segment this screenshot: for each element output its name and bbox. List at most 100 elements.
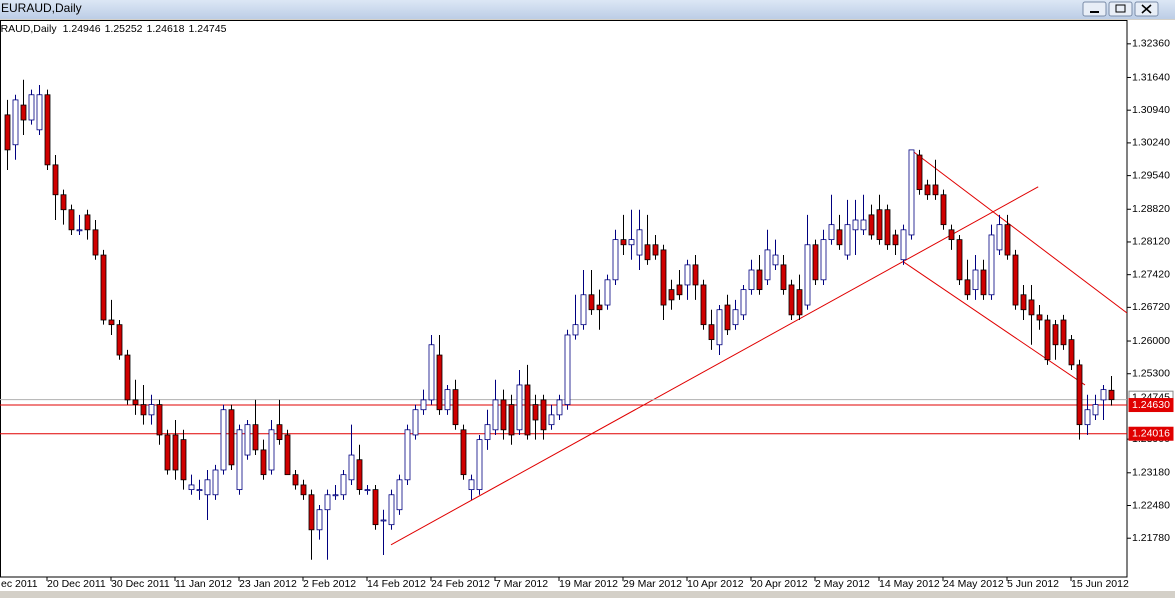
- candle-body: [668, 289, 675, 301]
- candle-body: [388, 494, 395, 526]
- candle-body: [204, 479, 211, 496]
- minimize-button[interactable]: [1082, 1, 1107, 17]
- trend-line: [902, 261, 1086, 386]
- candle-body: [12, 99, 19, 146]
- candle-body: [332, 494, 339, 497]
- x-tick-label: 24 Feb 2012: [431, 578, 490, 590]
- candle-body: [924, 184, 931, 196]
- candle-body: [1052, 324, 1059, 346]
- candle-body: [188, 484, 195, 491]
- restore-button[interactable]: [1108, 1, 1133, 17]
- candle-body: [44, 94, 51, 166]
- restore-icon: [1115, 4, 1126, 13]
- low-value: 1.24618: [147, 23, 185, 35]
- candle-body: [636, 229, 643, 256]
- chart-label: EURAUD,Daily 1.24946 1.25252 1.24618 1.24745: [0, 23, 227, 35]
- candle-body: [284, 434, 291, 476]
- x-tick-label: 5 Jun 2012: [1007, 578, 1059, 590]
- candle-body: [1076, 364, 1083, 426]
- candle-body: [412, 409, 419, 436]
- candle-body: [1028, 299, 1035, 316]
- candle-body: [164, 434, 171, 471]
- candle-body: [740, 289, 747, 316]
- y-tick-label: 1.29540: [1132, 169, 1170, 181]
- candle-body: [260, 449, 267, 476]
- candle-body: [1108, 389, 1115, 401]
- candle-body: [444, 389, 451, 411]
- candle-body: [1012, 254, 1019, 306]
- x-tick-label: 29 Mar 2012: [623, 578, 682, 590]
- candle-body: [700, 284, 707, 326]
- candle-body: [116, 324, 123, 356]
- candle-body: [612, 239, 619, 281]
- candle-body: [460, 429, 467, 476]
- horizontal-line-box: [1128, 426, 1174, 441]
- high-value: 1.25252: [105, 23, 143, 35]
- candle-body: [652, 244, 659, 256]
- y-tick-label: 1.21780: [1132, 532, 1170, 544]
- candle-body: [300, 484, 307, 496]
- chart-background: [0, 20, 1175, 591]
- candle-body: [436, 354, 443, 411]
- candle-body: [980, 269, 987, 296]
- candle-body: [1068, 339, 1075, 366]
- candle-body: [276, 424, 283, 441]
- plot-area: EURAUD,Daily 1.24946 1.25252 1.24618 1.24745: [0, 23, 1127, 560]
- candle-body: [540, 399, 547, 431]
- x-tick-label: 15 Jun 2012: [1071, 578, 1129, 590]
- candle-body: [356, 459, 363, 491]
- candle-body: [716, 309, 723, 346]
- candle-body: [468, 479, 475, 491]
- candle-body: [580, 294, 587, 326]
- candle-body: [948, 229, 955, 241]
- candle-body: [780, 264, 787, 291]
- candle-body: [236, 429, 243, 491]
- candle-body: [132, 399, 139, 405]
- horizontal-line-label: 1.24630: [1132, 399, 1170, 411]
- candle-body: [892, 234, 899, 246]
- candle-body: [348, 454, 355, 481]
- candle-body: [1092, 404, 1099, 416]
- candle-body: [988, 234, 995, 296]
- candle-body: [604, 279, 611, 306]
- y-tick-label: 1.30240: [1132, 137, 1170, 149]
- candle-body: [92, 229, 99, 256]
- candle-body: [1044, 319, 1051, 361]
- candle-body: [900, 229, 907, 261]
- candle-body: [508, 404, 515, 436]
- candle-body: [476, 439, 483, 491]
- candle-body: [884, 209, 891, 246]
- candle-body: [596, 304, 603, 311]
- candle-body: [916, 154, 923, 191]
- x-tick-label: ec 2011: [1, 578, 38, 590]
- candle-body: [908, 149, 915, 236]
- y-tick-label: 1.27420: [1132, 268, 1170, 280]
- candle-body: [76, 229, 83, 232]
- candle-body: [308, 494, 315, 531]
- candle-body: [372, 489, 379, 526]
- candle-body: [756, 269, 763, 291]
- candle-body: [36, 94, 43, 131]
- y-tick-label: 1.32360: [1132, 38, 1170, 50]
- candle-body: [220, 409, 227, 471]
- candle-body: [764, 249, 771, 281]
- candle-body: [588, 294, 595, 311]
- candle-body: [860, 219, 867, 231]
- candle-body: [364, 489, 371, 492]
- candle-body: [252, 424, 259, 451]
- x-tick-label: 30 Dec 2011: [111, 578, 170, 590]
- candle-body: [836, 229, 843, 246]
- candle-body: [772, 254, 779, 266]
- candle-body: [28, 94, 35, 121]
- candle-body: [1084, 409, 1091, 426]
- candle-body: [820, 239, 827, 281]
- candle-body: [20, 104, 27, 121]
- candle-body: [268, 429, 275, 471]
- candle-body: [996, 224, 1003, 251]
- y-tick-label: 1.28820: [1132, 203, 1170, 215]
- candle-body: [404, 429, 411, 481]
- candle-body: [684, 264, 691, 286]
- x-tick-label: 2 Feb 2012: [303, 578, 356, 590]
- window-buttons: [1082, 1, 1159, 17]
